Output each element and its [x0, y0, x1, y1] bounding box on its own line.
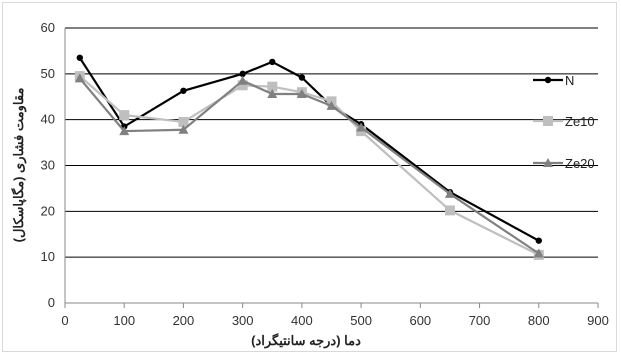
- y-tick-label: 40: [41, 112, 55, 127]
- x-tick-label: 900: [587, 313, 609, 328]
- legend-item-ze20: Ze20: [533, 156, 595, 171]
- data-point: [535, 237, 542, 244]
- legend-marker: [544, 76, 552, 84]
- y-tick-label: 30: [41, 158, 55, 173]
- data-point: [267, 81, 278, 92]
- legend-marker: [543, 116, 553, 126]
- x-tick-label: 700: [469, 313, 491, 328]
- data-point: [237, 80, 248, 91]
- x-axis-title: دما (درجه سانتیگراد): [251, 332, 361, 349]
- data-point: [119, 126, 130, 136]
- legend-item-ze10: Ze10: [533, 114, 595, 129]
- x-tick-label: 500: [350, 313, 372, 328]
- series-line: [79, 75, 540, 256]
- series-layer: [74, 54, 544, 260]
- data-point: [444, 205, 455, 216]
- series-n: [76, 54, 542, 244]
- data-point: [178, 116, 189, 127]
- grid-layer: [65, 27, 598, 258]
- legend-label: N: [565, 73, 574, 88]
- series-ze20: [74, 73, 544, 258]
- y-axis-title: مقاومت فشاری (مگاپاسکال): [10, 88, 27, 243]
- data-point: [356, 122, 367, 132]
- y-tick-label: 10: [41, 249, 55, 264]
- y-tick-label: 50: [41, 66, 55, 81]
- y-tick-label: 20: [41, 203, 55, 218]
- data-point: [269, 58, 276, 66]
- legend-marker: [543, 158, 553, 167]
- y-tick-label: 60: [41, 20, 55, 35]
- data-point: [119, 110, 130, 121]
- legend-layer: N Ze10 Ze20: [533, 73, 595, 171]
- data-point: [76, 54, 84, 61]
- x-tick-label: 400: [291, 313, 313, 328]
- x-tick-label: 300: [232, 313, 254, 328]
- legend-label: Ze10: [565, 114, 595, 129]
- legend-label: Ze20: [565, 156, 595, 171]
- series-line: [78, 77, 540, 255]
- data-point: [298, 74, 306, 81]
- x-tick-label: 800: [528, 313, 550, 328]
- y-tick-label: 0: [48, 295, 55, 310]
- data-point: [296, 89, 307, 98]
- data-point: [74, 73, 85, 83]
- data-point: [178, 124, 189, 134]
- series-line: [78, 57, 540, 242]
- chart-frame: 0 10 20 30 40 50 60 0 100 200 300 400 500 600 700 800 90…: [2, 2, 617, 352]
- x-tick-label: 200: [173, 313, 195, 328]
- data-point: [239, 70, 246, 78]
- legend-item-n: N: [533, 73, 574, 88]
- data-point: [444, 188, 455, 198]
- data-point: [533, 248, 544, 258]
- data-point: [180, 87, 187, 94]
- x-tick-label: 600: [409, 313, 431, 328]
- x-tick-label: 100: [113, 313, 135, 328]
- data-point: [237, 75, 248, 85]
- x-tick-label: 0: [61, 313, 68, 328]
- data-point: [326, 100, 337, 110]
- data-point: [267, 89, 278, 98]
